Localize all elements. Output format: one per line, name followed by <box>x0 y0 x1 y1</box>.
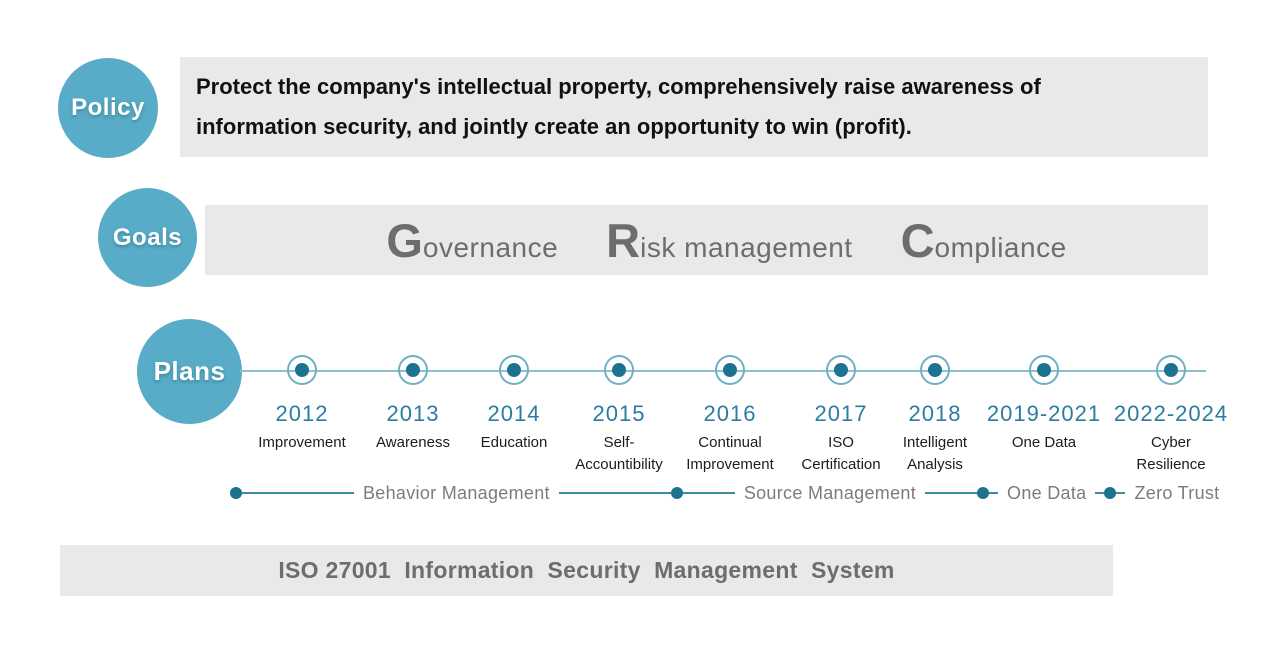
policy-bubble-label: Policy <box>71 94 145 121</box>
milestone-year: 2013 <box>386 401 440 426</box>
goal-governance-rest: overnance <box>422 231 559 263</box>
phase-behavior-management: Behavior Management <box>363 482 550 503</box>
phase-connector <box>682 492 735 494</box>
milestone-dot-icon <box>295 363 309 377</box>
milestone-description: Self- Accountibility <box>575 434 663 473</box>
policy-bubble: Policy <box>58 58 158 158</box>
phase-connector <box>925 492 978 494</box>
phase-connector <box>1116 492 1126 494</box>
milestone-year: 2016 <box>703 401 757 426</box>
plans-bubble: Plans <box>137 319 242 424</box>
goal-compliance-initial: C <box>900 213 935 267</box>
milestone-dot-icon <box>1037 363 1051 377</box>
phase-dot-icon <box>230 487 242 499</box>
milestone-description: One Data <box>1011 434 1077 451</box>
phase-zero-trust: Zero Trust <box>1134 482 1220 503</box>
iso-footer-text: ISO 27001 Information Security Managemen… <box>278 557 895 583</box>
milestone-description: Intelligent Analysis <box>902 434 968 473</box>
milestone-year: 2015 <box>592 401 646 426</box>
phase-connector <box>242 492 354 494</box>
policy-statement-line1: Protect the company's intellectual prope… <box>196 74 1041 99</box>
policy-statement-panel: Protect the company's intellectual prope… <box>180 57 1208 157</box>
milestone-ring-icon <box>398 355 428 385</box>
milestone-ring-icon <box>499 355 529 385</box>
phase-connector <box>558 492 671 494</box>
milestone-ring-icon <box>715 355 745 385</box>
milestone-description: Education <box>480 434 548 451</box>
milestone-year: 2012 <box>275 401 329 426</box>
milestone-dot-icon <box>834 363 848 377</box>
milestone-year: 2014 <box>487 401 541 426</box>
iso-footer-bar: ISO 27001 Information Security Managemen… <box>60 545 1113 596</box>
timeline-milestone: 2014 Education <box>439 355 589 454</box>
milestone-description: ISO Certification <box>801 434 881 473</box>
milestone-description: Continual Improvement <box>686 434 774 473</box>
milestone-dot-icon <box>928 363 942 377</box>
goals-bubble-label: Goals <box>112 223 183 251</box>
milestone-ring-icon <box>1156 355 1186 385</box>
plans-bubble-label: Plans <box>153 356 226 386</box>
milestone-year: 2019-2021 <box>986 401 1102 426</box>
milestone-dot-icon <box>507 363 521 377</box>
timeline-milestone: 2015 Self- Accountibility <box>544 355 694 476</box>
milestone-year: 2018 <box>908 401 962 426</box>
milestone-dot-icon <box>1164 363 1178 377</box>
goal-risk-initial: R <box>606 213 641 267</box>
milestone-ring-icon <box>920 355 950 385</box>
goal-governance-initial: G <box>386 213 423 267</box>
timeline-milestone: 2013 Awareness <box>338 355 488 454</box>
milestone-ring-icon <box>287 355 317 385</box>
milestone-dot-icon <box>612 363 626 377</box>
milestone-ring-icon <box>1029 355 1059 385</box>
phase-connector <box>1095 492 1105 494</box>
milestone-ring-icon <box>604 355 634 385</box>
timeline-milestone: 2022-2024 Cyber Resilience <box>1096 355 1246 476</box>
phases-row: Behavior Management Source Management On… <box>230 480 1230 506</box>
timeline-milestone: 2012 Improvement <box>227 355 377 454</box>
phase-dot-icon <box>670 487 683 499</box>
milestone-dot-icon <box>723 363 737 377</box>
milestone-description: Awareness <box>376 434 450 451</box>
phase-dot-icon <box>977 487 990 499</box>
phase-one-data: One Data <box>1007 482 1087 503</box>
timeline-milestone: 2019-2021 One Data <box>969 355 1119 454</box>
timeline-milestone: 2016 Continual Improvement <box>655 355 805 476</box>
policy-statement-line2: information security, and jointly create… <box>196 114 912 139</box>
milestone-ring-icon <box>826 355 856 385</box>
timeline-milestone: 2018 Intelligent Analysis <box>860 355 1010 476</box>
milestone-dot-icon <box>406 363 420 377</box>
phase-source-management: Source Management <box>743 482 917 503</box>
goal-compliance-rest: ompliance <box>934 231 1067 263</box>
timeline-milestone: 2017 ISO Certification <box>766 355 916 476</box>
goal-risk-rest: isk management <box>640 231 853 263</box>
milestone-year: 2022-2024 <box>1113 401 1229 426</box>
phase-connector <box>989 492 999 494</box>
goals-bubble: Goals <box>98 188 197 287</box>
milestone-year: 2017 <box>814 401 868 426</box>
milestone-description: Improvement <box>258 434 346 451</box>
phase-dot-icon <box>1104 487 1117 499</box>
milestone-description: Cyber Resilience <box>1136 434 1206 473</box>
